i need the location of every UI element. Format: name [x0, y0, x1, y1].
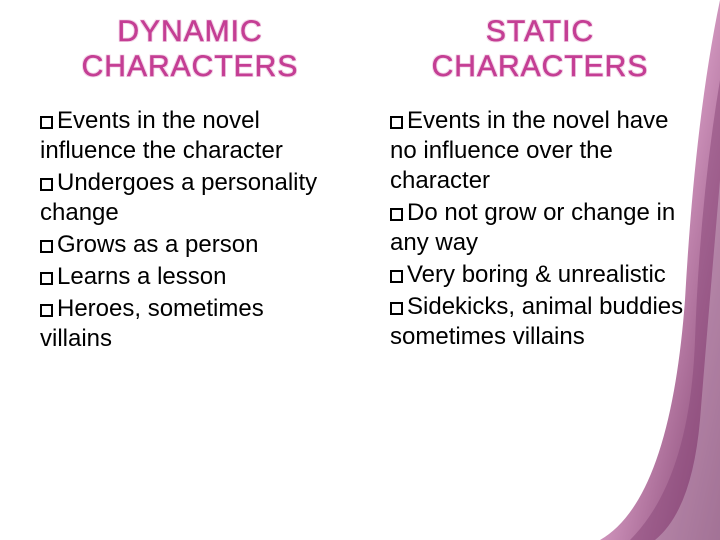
list-item: Very boring & unrealistic: [390, 260, 690, 290]
bullet-text: Learns a lesson: [57, 263, 226, 290]
list-item: Events in the novel have no influence ov…: [390, 106, 690, 196]
right-title-line1: STATIC: [486, 15, 594, 48]
right-column: STATIC CHARACTERS Events in the novel ha…: [360, 0, 720, 540]
slide: DYNAMIC CHARACTERS Events in the novel i…: [0, 0, 720, 540]
bullet-text: Do not grow or change in any way: [390, 199, 675, 256]
left-title-line2: CHARACTERS: [82, 50, 299, 83]
left-bullets: Events in the novel influence the charac…: [40, 106, 340, 356]
right-title: STATIC CHARACTERS: [390, 15, 690, 84]
bullet-square-icon: [390, 302, 403, 315]
bullet-text: Undergoes a personality change: [40, 169, 317, 226]
left-column: DYNAMIC CHARACTERS Events in the novel i…: [0, 0, 360, 540]
list-item: Learns a lesson: [40, 262, 340, 292]
bullet-text: Heroes, sometimes villains: [40, 295, 264, 352]
bullet-square-icon: [390, 270, 403, 283]
bullet-square-icon: [40, 304, 53, 317]
left-title-line1: DYNAMIC: [117, 15, 262, 48]
bullet-text: Sidekicks, animal buddies, sometimes vil…: [390, 293, 690, 350]
list-item: Heroes, sometimes villains: [40, 294, 340, 354]
list-item: Events in the novel influence the charac…: [40, 106, 340, 166]
bullet-square-icon: [40, 272, 53, 285]
bullet-square-icon: [390, 208, 403, 221]
bullet-text: Grows as a person: [57, 231, 258, 258]
bullet-text: Events in the novel have no influence ov…: [390, 107, 669, 194]
list-item: Sidekicks, animal buddies, sometimes vil…: [390, 292, 690, 352]
list-item: Do not grow or change in any way: [390, 198, 690, 258]
right-title-line2: CHARACTERS: [432, 50, 649, 83]
bullet-text: Events in the novel influence the charac…: [40, 107, 283, 164]
bullet-square-icon: [40, 178, 53, 191]
list-item: Undergoes a personality change: [40, 168, 340, 228]
list-item: Grows as a person: [40, 230, 340, 260]
bullet-square-icon: [40, 240, 53, 253]
bullet-square-icon: [390, 116, 403, 129]
bullet-text: Very boring & unrealistic: [407, 261, 666, 288]
bullet-square-icon: [40, 116, 53, 129]
right-bullets: Events in the novel have no influence ov…: [390, 106, 690, 354]
left-title: DYNAMIC CHARACTERS: [40, 15, 340, 84]
